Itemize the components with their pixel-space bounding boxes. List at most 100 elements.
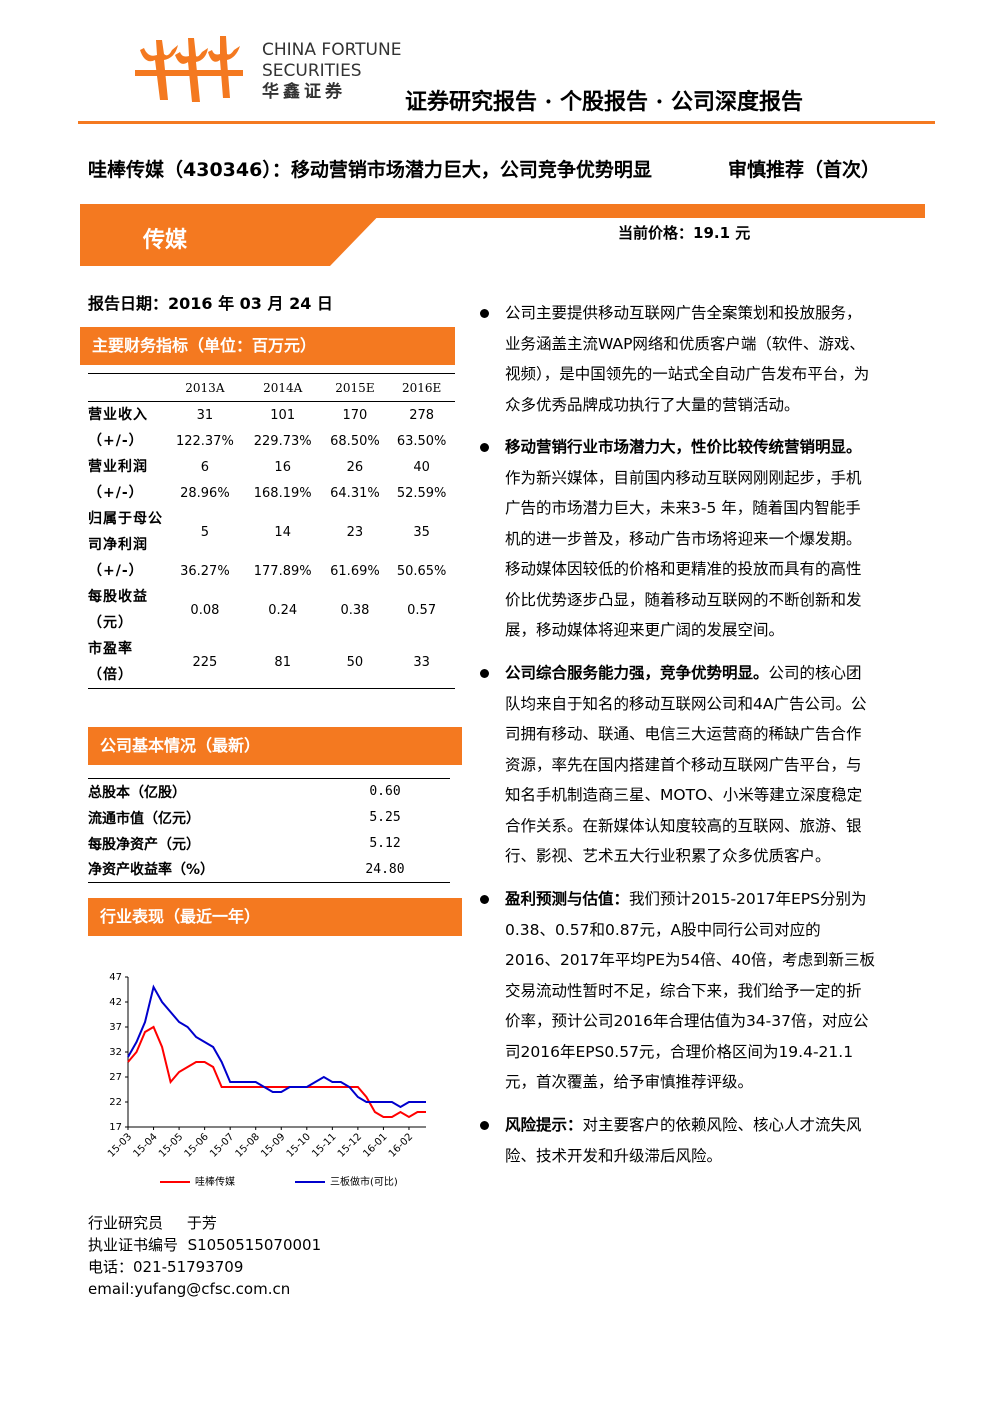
cell: 278 — [409, 407, 435, 423]
row: 每股收益（元） 0.08 0.24 0.38 0.57 — [88, 584, 455, 636]
financial-table: 2013A 2014A 2015E 2016E 营业收入 31 101 170 278 （+/-）… — [88, 373, 455, 689]
row-label: 营业利润 — [88, 459, 148, 475]
cell: 50.65% — [396, 563, 447, 579]
bullet-text: 对主要客户的依赖风险、核心人才流失风险、技术开发和升级滞后风险。 — [505, 1116, 862, 1165]
cell: 168.19% — [253, 485, 312, 501]
cell: 101 — [270, 407, 296, 423]
row: 流通市值（亿元） 5.25 — [88, 805, 450, 831]
bullet-lead: 盈利预测与估值： — [505, 890, 630, 908]
analyst: 行业研究员 于芳 执业证书编号 S1050515070001 电话：021-51… — [88, 1212, 321, 1300]
row: 营业利润 6 16 26 40 — [88, 454, 455, 480]
logo-line: CHINA FORTUNE — [262, 40, 402, 60]
chart: 1722273237424715-0315-0415-0515-0615-071… — [106, 972, 426, 1188]
row-label: 净资产收益率（%） — [88, 862, 215, 879]
price: 当前价格：19.1 元 — [618, 224, 751, 242]
bullet-text: 作为新兴媒体，目前国内移动互联网刚刚起步，手机广告的市场潜力巨大，未来3-5 年… — [505, 468, 862, 640]
row-label: 归属于母公司净利润 — [88, 511, 163, 553]
y-tick-label: 22 — [109, 1097, 122, 1108]
row-label: （+/-） — [88, 563, 144, 579]
legend-label: 三板做市(可比) — [330, 1175, 398, 1188]
cell: 23 — [346, 524, 364, 540]
row: （+/-） 28.96% 168.19% 64.31% 52.59% — [88, 480, 455, 506]
row: 每股净资产（元） 5.12 — [88, 831, 450, 857]
cell: 122.37% — [175, 433, 234, 449]
row: 归属于母公司净利润 5 14 23 35 — [88, 506, 455, 558]
cell: 31 — [196, 407, 214, 423]
column-header: 2015E — [335, 380, 375, 395]
cell: 50 — [346, 654, 364, 670]
cell: 36.27% — [180, 563, 230, 579]
bullet-text: 公司的核心团队均来自于知名的移动互联网公司和4A广告公司。公司拥有移动、联通、电… — [505, 664, 867, 865]
bullet: 移动营销行业市场潜力大，性价比较传统营销明显。作为新兴媒体，目前国内移动互联网刚… — [480, 432, 875, 646]
legend-label: 哇棒传媒 — [195, 1175, 235, 1188]
analyst-line: 执业证书编号 S1050515070001 — [88, 1234, 321, 1256]
header-row: 2013A 2014A 2015E 2016E — [88, 374, 455, 402]
y-tick-label: 17 — [109, 1122, 122, 1133]
cell: 225 — [192, 654, 218, 670]
section-heading: 行业表现（最近一年） — [88, 898, 462, 936]
cell: 5.12 — [369, 836, 401, 851]
analyst-line: 行业研究员 于芳 — [88, 1212, 321, 1234]
report-date: 报告日期：2016 年 03 月 24 日 — [88, 294, 333, 313]
y-tick-label: 37 — [109, 1022, 122, 1033]
cell: 64.31% — [330, 485, 380, 501]
row-label: 每股收益（元） — [88, 589, 148, 631]
cell: 0.24 — [268, 602, 298, 618]
bullet: 盈利预测与估值：我们预计2015-2017年EPS分别为0.38、0.57和0.… — [480, 884, 875, 1098]
analyst-email: email:yufang@cfsc.com.cn — [88, 1280, 291, 1298]
logo-text: CHINA FORTUNE SECURITIES 华鑫证券 — [262, 40, 401, 103]
cell: 35 — [413, 524, 430, 540]
x-tick-label: 15-05 — [157, 1131, 185, 1159]
row-label: 市盈率（倍） — [88, 641, 133, 683]
logo-line: SECURITIES — [262, 61, 362, 81]
cell: 0.08 — [190, 602, 220, 618]
analyst-role: 行业研究员 — [88, 1214, 164, 1232]
cell: 170 — [342, 407, 368, 423]
basics-table: 总股本（亿股） 0.60 流通市值（亿元） 5.25 每股净资产（元） 5.12 净资产收益… — [88, 778, 450, 883]
bullet-lead: 公司综合服务能力强，竞争优势明显。 — [505, 664, 769, 682]
row-label: 总股本（亿股） — [88, 784, 186, 801]
x-tick-label: 15-11 — [310, 1131, 338, 1159]
row: 净资产收益率（%） 24.80 — [88, 857, 450, 883]
analyst-name: 于芳 — [186, 1214, 217, 1232]
bullet-text: 我们预计2015-2017年EPS分别为0.38、0.57和0.87元，A股中同… — [505, 890, 875, 1091]
row: 营业收入 31 101 170 278 — [88, 402, 455, 429]
sector: 传媒 — [143, 228, 188, 253]
cell: 68.50% — [330, 433, 380, 449]
row-label: 每股净资产（元） — [88, 836, 200, 853]
logo-line: 华鑫证券 — [262, 82, 346, 102]
row: 总股本（亿股） 0.60 — [88, 779, 450, 805]
cell: 6 — [200, 459, 210, 475]
bullet: 风险提示：对主要客户的依赖风险、核心人才流失风险、技术开发和升级滞后风险。 — [480, 1110, 875, 1171]
column-header: 2013A — [185, 380, 225, 395]
column-header: 2016E — [401, 380, 442, 395]
cell: 5 — [200, 524, 210, 540]
cell: 16 — [274, 459, 291, 475]
y-tick-label: 32 — [109, 1047, 122, 1058]
analyst-phone: 电话：021-51793709 — [88, 1258, 244, 1276]
report-type: 证券研究报告 · 个股报告 · 公司深度报告 — [405, 89, 803, 115]
x-tick-label: 15-10 — [285, 1131, 313, 1159]
x-tick-label: 16-01 — [361, 1131, 389, 1159]
rating: 审慎推荐（首次） — [728, 159, 881, 181]
cell: 24.80 — [365, 861, 405, 877]
row-label: 流通市值（亿元） — [88, 810, 200, 827]
cell: 0.57 — [407, 602, 437, 618]
x-tick-label: 16-02 — [387, 1131, 415, 1159]
cell: 40 — [413, 459, 430, 475]
section-heading: 公司基本情况（最新） — [88, 727, 462, 765]
row-label: 营业收入 — [88, 407, 148, 423]
cell: 28.96% — [180, 485, 230, 501]
x-tick-label: 15-03 — [106, 1131, 134, 1159]
rule — [78, 121, 935, 124]
sector-shape — [80, 204, 390, 266]
x-tick-label: 15-09 — [259, 1131, 287, 1159]
row: （+/-） 122.37% 229.73% 68.50% 63.50% — [88, 428, 455, 454]
cell: 81 — [274, 654, 291, 670]
corner — [88, 374, 166, 402]
x-tick-label: 15-12 — [336, 1131, 364, 1159]
series-line — [127, 1025, 426, 1119]
cell: 33 — [413, 654, 430, 670]
x-tick-label: 15-04 — [131, 1131, 159, 1159]
